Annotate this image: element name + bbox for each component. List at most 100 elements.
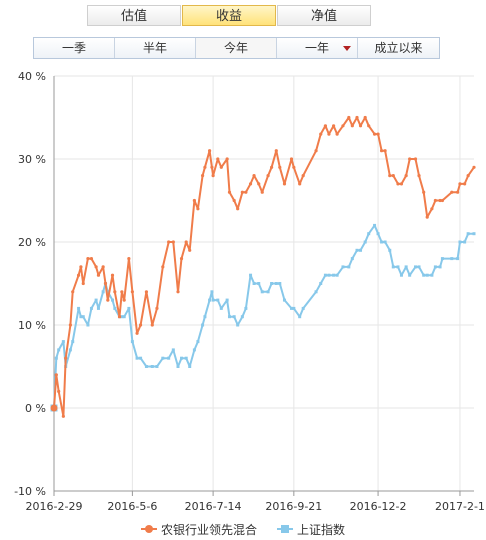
legend-item-fund[interactable]: 农银行业领先混合 [140, 521, 257, 537]
data-point-index [456, 257, 460, 261]
data-point-fund [240, 190, 244, 194]
data-point-fund [466, 174, 470, 178]
data-point-fund [179, 257, 184, 261]
data-point-index [57, 348, 61, 352]
data-point-fund [68, 323, 72, 327]
data-point-fund [270, 165, 274, 169]
period-selector: 一季 半年 今年 一年 成立以来 [33, 37, 440, 59]
data-point-index [94, 298, 98, 302]
data-point-index [373, 223, 377, 227]
data-point-fund [113, 290, 117, 294]
data-point-fund [122, 298, 126, 302]
y-tick-label: -10 % [14, 485, 46, 498]
data-point-fund [376, 132, 380, 136]
data-point-index [274, 282, 278, 285]
data-point-index [144, 365, 148, 368]
data-point-fund [61, 414, 65, 418]
dropdown-arrow-icon[interactable] [343, 46, 351, 51]
data-point-fund [86, 257, 90, 261]
data-point-index [192, 348, 196, 352]
data-point-index [236, 323, 240, 327]
data-point-fund [450, 190, 454, 194]
data-point-index [367, 232, 371, 236]
data-point-index [71, 340, 75, 344]
data-point-index [81, 315, 85, 319]
data-point-fund [456, 190, 460, 194]
data-point-index [208, 298, 212, 302]
data-point-fund [89, 257, 94, 261]
series-line-index [53, 224, 474, 409]
data-point-index [260, 290, 264, 294]
data-point-fund [363, 115, 367, 120]
data-point-index [341, 265, 345, 269]
data-point-index [68, 348, 72, 352]
data-point-fund [260, 190, 264, 194]
data-point-fund [289, 157, 294, 161]
period-one-year[interactable]: 一年 [277, 38, 358, 58]
data-point-index [463, 240, 467, 244]
legend-index-label: 上证指数 [297, 522, 346, 537]
data-point-fund [219, 165, 223, 169]
period-ytd[interactable]: 今年 [196, 38, 277, 58]
period-ytd-label: 今年 [223, 41, 248, 55]
data-point-fund [332, 124, 336, 128]
data-point-index [363, 240, 367, 244]
data-point-fund [188, 248, 192, 252]
data-point-fund [252, 174, 256, 178]
data-point-fund [94, 265, 98, 269]
data-point-index [408, 273, 412, 277]
data-point-fund [127, 257, 131, 261]
data-point-index [77, 306, 81, 310]
period-half-year[interactable]: 半年 [115, 38, 196, 58]
legend-item-index[interactable]: 上证指数 [277, 521, 345, 537]
data-point-fund [383, 149, 387, 153]
data-point-fund [161, 265, 165, 269]
x-tick-label: 2016-5-6 [107, 500, 157, 513]
data-point-fund [103, 281, 108, 286]
data-point-fund [433, 198, 437, 203]
tab-valuation[interactable]: 估值 [87, 5, 181, 26]
data-point-fund [200, 174, 205, 178]
data-point-index [278, 282, 282, 285]
data-point-fund [225, 157, 229, 161]
data-point-fund [323, 124, 328, 128]
period-since-inception[interactable]: 成立以来 [358, 38, 439, 58]
legend-fund-label: 农银行业领先混合 [160, 522, 257, 537]
data-point-index [404, 265, 408, 269]
data-point-index [430, 273, 434, 277]
data-point-fund [347, 115, 351, 120]
data-point-fund [64, 356, 68, 360]
data-point-index [450, 257, 454, 261]
data-point-fund [76, 273, 81, 277]
data-point-index [458, 240, 462, 244]
y-tick-label: 40 % [18, 70, 46, 83]
data-point-fund [430, 207, 434, 211]
data-point-fund [184, 240, 188, 244]
data-point-fund [227, 190, 232, 194]
data-point-fund [314, 149, 318, 153]
data-point-index [289, 306, 293, 310]
data-point-index [249, 273, 253, 277]
period-since-inception-label: 成立以来 [374, 41, 423, 55]
data-point-index [391, 265, 395, 269]
data-point-index [188, 365, 192, 368]
data-point-fund [440, 198, 445, 203]
data-point-index [155, 365, 159, 368]
data-point-index [127, 306, 131, 310]
data-point-index [120, 315, 124, 319]
tab-returns[interactable]: 收益 [182, 5, 276, 26]
data-point-index [388, 248, 392, 252]
data-point-fund [292, 165, 296, 169]
data-point-index [301, 306, 305, 310]
tab-nav[interactable]: 净值 [277, 5, 371, 26]
y-tick-label: 10 % [18, 319, 46, 332]
data-point-index [240, 315, 244, 319]
data-point-fund [210, 165, 214, 169]
data-point-fund [57, 389, 61, 393]
data-point-fund [138, 323, 143, 327]
data-point-index [79, 315, 83, 319]
period-quarter[interactable]: 一季 [34, 38, 115, 58]
data-point-index [110, 298, 114, 302]
data-point-index [383, 240, 387, 244]
data-point-index [327, 273, 331, 277]
